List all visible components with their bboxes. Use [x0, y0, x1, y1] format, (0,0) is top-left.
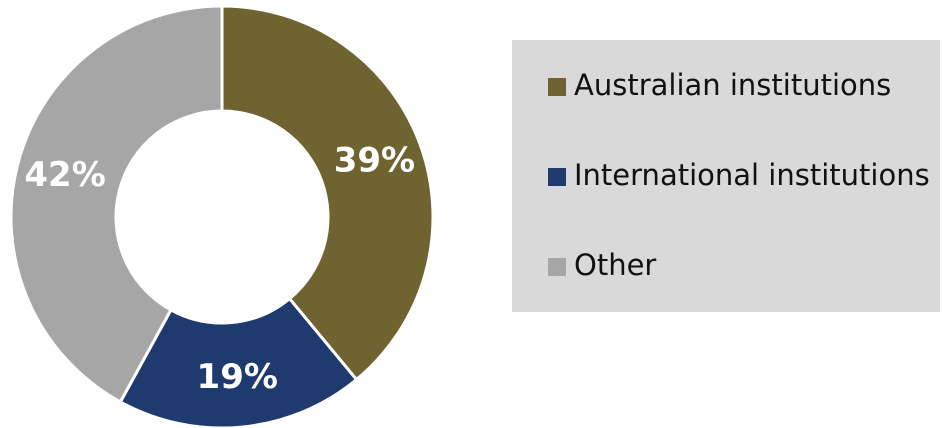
slice — [220, 4, 435, 382]
value-label: 39% — [334, 141, 415, 181]
slice — [9, 4, 224, 404]
legend-swatch — [548, 168, 566, 186]
value-label: 42% — [24, 155, 105, 195]
legend-label: International institutions — [574, 158, 930, 192]
slice — [118, 296, 359, 428]
legend-box — [512, 40, 940, 312]
legend-swatch — [548, 78, 566, 96]
value-label: 19% — [197, 357, 278, 397]
legend-swatch — [548, 258, 566, 276]
legend-label: Other — [574, 248, 656, 282]
legend-label: Australian institutions — [574, 68, 891, 102]
